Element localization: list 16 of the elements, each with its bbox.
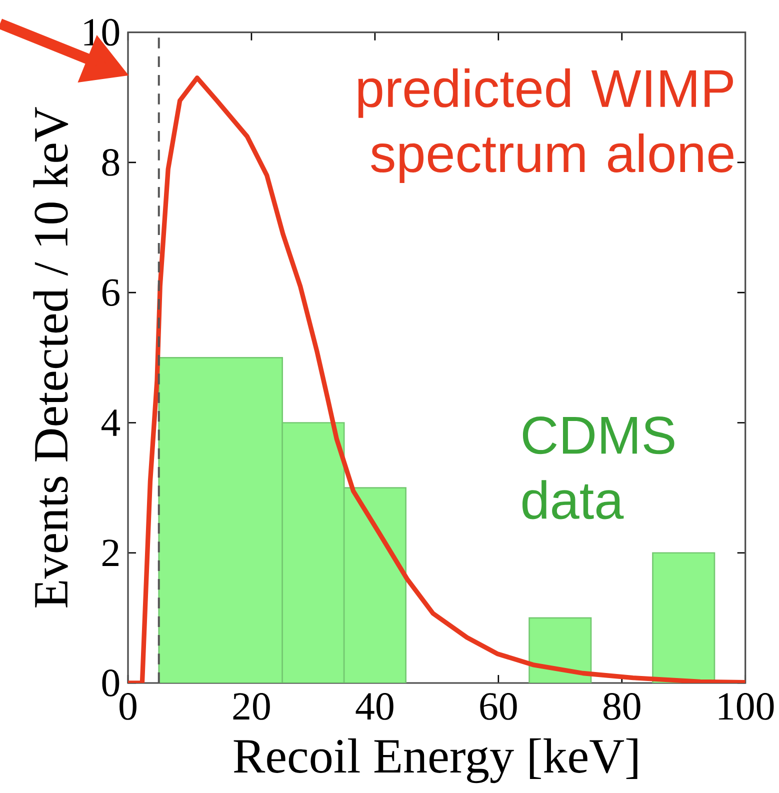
x-tick-label: 20 bbox=[233, 693, 270, 720]
x-tick-label: 60 bbox=[480, 693, 517, 720]
y-tick-label: 0 bbox=[102, 670, 120, 696]
x-tick-label: 0 bbox=[120, 693, 136, 720]
series-label: predicted WIMP spectrum alone bbox=[358, 68, 734, 183]
y-tick-label: 4 bbox=[101, 410, 120, 436]
y-tick-label: 6 bbox=[102, 279, 120, 306]
y-tick-label: 2 bbox=[102, 540, 118, 566]
x-tick-label: 80 bbox=[603, 693, 640, 720]
y-axis-title: Events Detected / 10 keV bbox=[33, 107, 68, 608]
x-axis-title: Recoil Energy [keV] bbox=[234, 738, 638, 784]
x-tick-label: 40 bbox=[356, 693, 394, 720]
series-label: CDMS data bbox=[522, 416, 674, 520]
x-tick-label: 100 bbox=[718, 693, 774, 720]
y-tick-label: 8 bbox=[102, 149, 120, 176]
y-tick-label: 10 bbox=[84, 18, 120, 46]
